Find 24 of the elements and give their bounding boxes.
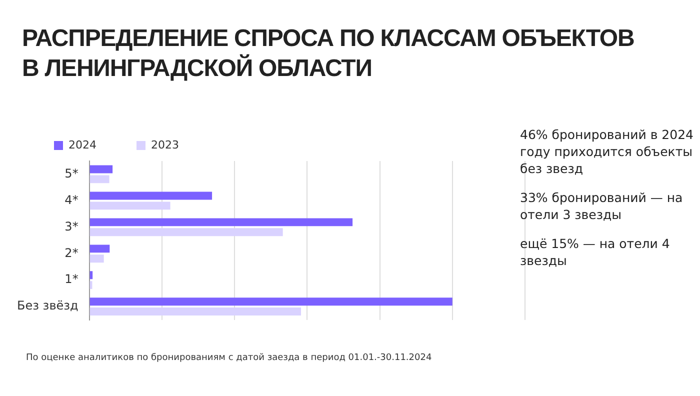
bar	[90, 254, 104, 263]
bar	[90, 218, 353, 226]
bar	[90, 165, 113, 174]
legend-label: 2024	[68, 138, 96, 152]
bar	[90, 244, 110, 253]
y-tick-label: 5*	[64, 166, 78, 180]
chart-title: РАСПРЕДЕЛЕНИЕ СПРОСА ПО КЛАССАМ ОБЪЕКТОВ В ЛЕНИНГРАДСКОЙ ОБЛАСТИ	[22, 24, 636, 84]
text: ещё 15% — на отели 4 звезды	[520, 235, 671, 269]
text: По оценке аналитиков по бронированиям с датой заезда в период 01.01.-30.11.2024	[26, 353, 432, 363]
bar	[90, 228, 283, 236]
y-tick-label: 4*	[64, 192, 78, 207]
y-tick-label: 2*	[64, 246, 78, 260]
y-tick-label: 1*	[64, 272, 78, 286]
bar	[90, 271, 93, 280]
bar	[90, 298, 452, 306]
text: 33% бронирований — на отели 3 звезды	[520, 189, 684, 223]
bar	[90, 192, 212, 200]
bar	[90, 308, 301, 316]
y-tick-label: Без звёзд	[16, 298, 78, 313]
text: 46% бронирований в 2024 году приходится объекты без звезд	[520, 126, 694, 177]
legend-label: 2023	[150, 138, 179, 152]
bar	[90, 175, 110, 184]
y-tick-label: 3*	[64, 219, 78, 234]
bar	[90, 202, 170, 210]
